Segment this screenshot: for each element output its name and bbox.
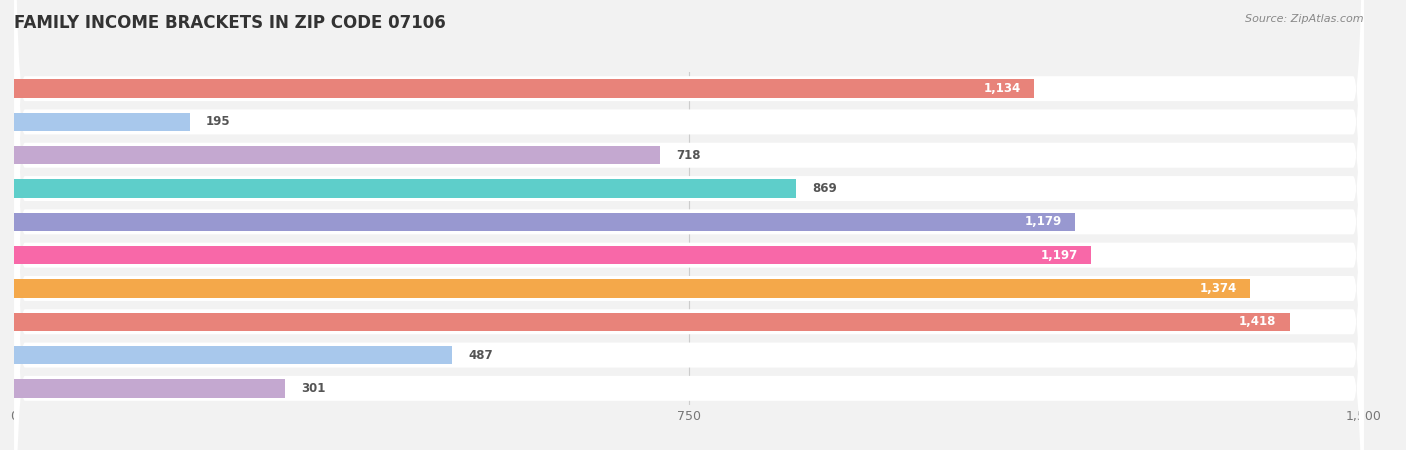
FancyBboxPatch shape: [14, 0, 1364, 450]
Text: 718: 718: [676, 149, 700, 162]
Bar: [14, 180, 796, 198]
Bar: [14, 213, 1076, 231]
Bar: [14, 313, 1291, 331]
Text: FAMILY INCOME BRACKETS IN ZIP CODE 07106: FAMILY INCOME BRACKETS IN ZIP CODE 07106: [14, 14, 446, 32]
FancyBboxPatch shape: [14, 0, 1364, 450]
Text: 195: 195: [205, 116, 231, 128]
Text: 487: 487: [468, 349, 494, 361]
FancyBboxPatch shape: [14, 0, 1364, 450]
Text: 869: 869: [813, 182, 837, 195]
FancyBboxPatch shape: [14, 0, 1364, 450]
Bar: [14, 113, 190, 131]
Bar: [14, 246, 1091, 264]
Bar: [14, 146, 661, 164]
FancyBboxPatch shape: [14, 0, 1364, 450]
Text: 301: 301: [301, 382, 325, 395]
Bar: [14, 379, 285, 397]
Text: 1,179: 1,179: [1024, 216, 1062, 228]
FancyBboxPatch shape: [14, 0, 1364, 450]
FancyBboxPatch shape: [14, 1, 1364, 450]
Bar: [14, 279, 1250, 297]
FancyBboxPatch shape: [14, 0, 1364, 450]
Text: 1,374: 1,374: [1199, 282, 1237, 295]
FancyBboxPatch shape: [14, 0, 1364, 450]
Text: 1,134: 1,134: [984, 82, 1021, 95]
Bar: [14, 80, 1035, 98]
Text: 1,197: 1,197: [1040, 249, 1077, 261]
Text: 1,418: 1,418: [1239, 315, 1277, 328]
FancyBboxPatch shape: [14, 0, 1364, 450]
Text: Source: ZipAtlas.com: Source: ZipAtlas.com: [1246, 14, 1364, 23]
Bar: [14, 346, 453, 364]
